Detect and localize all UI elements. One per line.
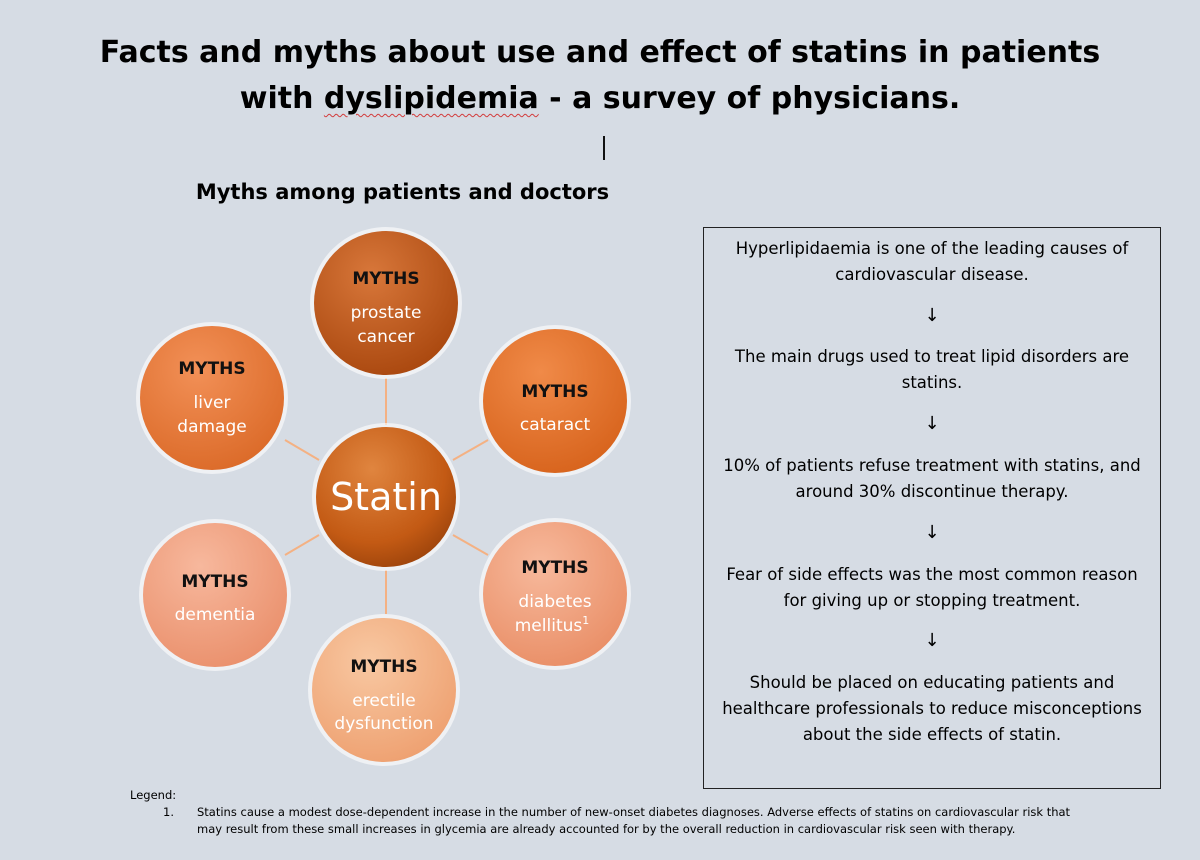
diagram-heading: Myths among patients and doctors — [195, 180, 610, 204]
connector-diabetes — [452, 534, 489, 556]
myth-bubble-diabetes-mellitus: MYTHS diabetes mellitus1 — [479, 518, 631, 670]
myth-text-line1: prostate — [351, 303, 422, 323]
title-line-1: Facts and myths about use and effect of … — [99, 35, 1101, 70]
footnote-superscript: 1 — [582, 614, 589, 627]
myth-bubble-liver-damage: MYTHS liver damage — [136, 322, 288, 474]
myth-text-line1: dementia — [175, 605, 256, 625]
down-arrow-icon: ↓ — [924, 522, 940, 543]
info-box: Hyperlipidaemia is one of the leading ca… — [703, 227, 1161, 789]
myth-text-line1: cataract — [520, 415, 591, 435]
myth-bubble-dementia: MYTHS dementia — [139, 519, 291, 671]
text-cursor — [603, 136, 605, 160]
info-step-3: 10% of patients refuse treatment with st… — [723, 456, 1141, 501]
myth-text-line2: mellitus1 — [515, 614, 590, 636]
info-step-1: Hyperlipidaemia is one of the leading ca… — [735, 239, 1129, 284]
spellcheck-underlined-word: dyslipidemia — [323, 81, 539, 116]
info-step-2: The main drugs used to treat lipid disor… — [734, 347, 1130, 392]
myth-text-line1: diabetes — [518, 592, 591, 612]
myth-text-line1: liver — [194, 393, 231, 413]
down-arrow-icon: ↓ — [924, 630, 940, 651]
myths-diagram: Statin MYTHS prostate cancer MYTHS catar… — [136, 227, 631, 766]
myth-label: MYTHS — [178, 359, 245, 379]
myth-label: MYTHS — [181, 572, 248, 592]
myth-label: MYTHS — [521, 382, 588, 402]
legend-item: 1. Statins cause a modest dose-dependent… — [163, 804, 1090, 838]
connector-liver — [284, 439, 320, 461]
myth-text-line2: dysfunction — [334, 714, 433, 734]
down-arrow-icon: ↓ — [924, 305, 940, 326]
info-step-5: Should be placed on educating patients a… — [722, 673, 1142, 744]
myth-label: MYTHS — [521, 558, 588, 578]
myth-text-line2-word: mellitus — [515, 616, 583, 636]
title-line-2-post: - a survey of physicians. — [538, 81, 961, 116]
myth-text-line2: cancer — [357, 327, 414, 347]
down-arrow-icon: ↓ — [924, 413, 940, 434]
myth-bubble-prostate-cancer: MYTHS prostate cancer — [310, 227, 462, 379]
title-line-2-pre: with — [239, 81, 324, 116]
myth-label: MYTHS — [350, 657, 417, 677]
title-line-2: with dyslipidemia - a survey of physicia… — [0, 76, 1200, 122]
myth-bubble-erectile-dysfunction: MYTHS erectile dysfunction — [308, 614, 460, 766]
center-label: Statin — [330, 475, 442, 519]
center-node: Statin — [312, 423, 460, 571]
myth-bubble-cataract: MYTHS cataract — [479, 325, 631, 477]
myth-label: MYTHS — [352, 269, 419, 289]
info-step-4: Fear of side effects was the most common… — [726, 565, 1138, 610]
legend-item-text: Statins cause a modest dose-dependent in… — [197, 805, 1071, 836]
myth-text-line1: erectile — [352, 691, 415, 711]
legend: Legend: 1. Statins cause a modest dose-d… — [130, 787, 1090, 838]
connector-dementia — [284, 534, 320, 556]
legend-item-number: 1. — [163, 805, 174, 819]
legend-heading: Legend: — [130, 788, 177, 802]
connector-cataract — [452, 439, 489, 461]
myth-text-line2: damage — [177, 417, 246, 437]
page-title: Facts and myths about use and effect of … — [0, 30, 1200, 122]
